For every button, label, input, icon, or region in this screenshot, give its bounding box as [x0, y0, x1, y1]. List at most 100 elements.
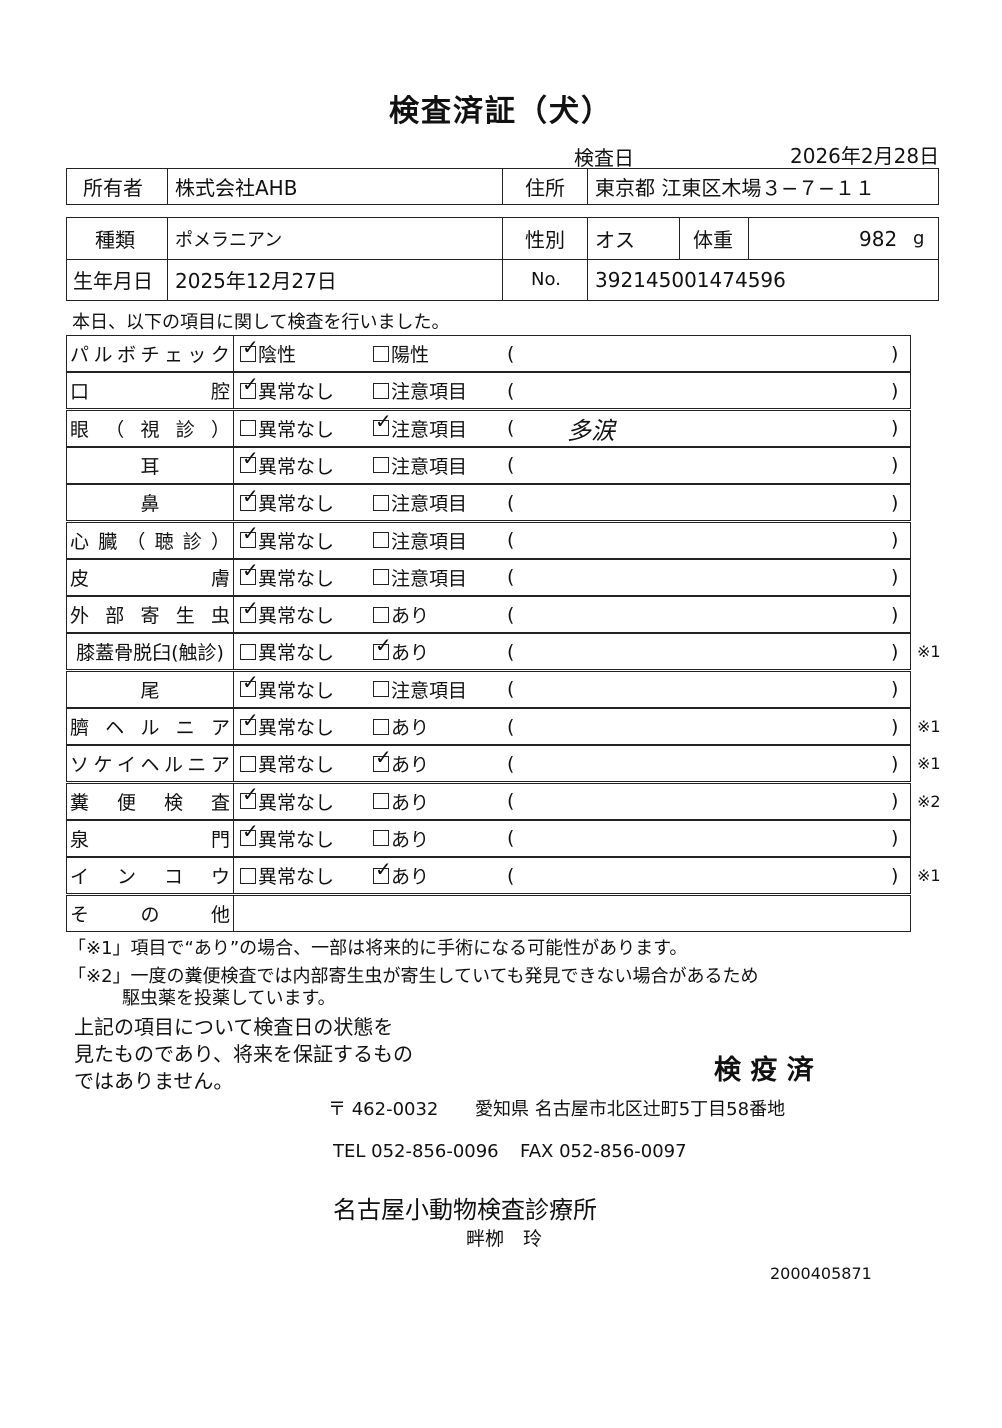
row-label: 臍ヘルニア — [70, 709, 230, 744]
disclaimer-line: ではありません。 — [74, 1069, 234, 1093]
checkbox[interactable] — [240, 867, 256, 884]
birth-value: 2025年12月27日 — [175, 269, 337, 293]
column-divider — [233, 634, 234, 670]
label-char: 腔 — [210, 381, 230, 404]
checkbox[interactable] — [373, 606, 389, 623]
checkbox[interactable] — [373, 793, 389, 810]
paren-open: ( — [507, 790, 515, 813]
option-2: あり — [373, 821, 429, 856]
disclaimer-line: 上記の項目について検査日の状態を — [74, 1015, 394, 1039]
option-2: 注意項目 — [373, 523, 467, 558]
checkbox[interactable] — [373, 345, 389, 362]
label-char: 外 — [70, 605, 90, 628]
paren-open: ( — [507, 640, 515, 663]
checkbox[interactable] — [373, 532, 389, 548]
pet-table: 種類 ポメラニアン 性別 オス 体重 982 g 生年月日 2025年12月27… — [66, 217, 939, 301]
checkbox[interactable] — [240, 819, 259, 847]
option-label: 注意項目 — [391, 493, 468, 516]
label-char: 臓 — [98, 530, 118, 553]
option-label: あり — [391, 605, 430, 628]
option-1: 異常なし — [240, 372, 335, 408]
clinic-address: 愛知県 名古屋市北区辻町5丁目58番地 — [475, 1099, 786, 1120]
checkbox[interactable] — [240, 558, 259, 586]
checkbox[interactable] — [240, 755, 256, 772]
checkbox[interactable] — [373, 681, 389, 698]
checkbox[interactable] — [240, 670, 259, 698]
checkbox[interactable] — [373, 718, 389, 735]
option-1: 異常なし — [240, 670, 334, 707]
checkbox[interactable] — [240, 596, 259, 623]
label-char: ボ — [116, 344, 136, 366]
paren-open: ( — [507, 752, 515, 775]
checkbox[interactable] — [373, 494, 389, 511]
checkbox[interactable] — [373, 633, 392, 660]
option-1: 異常なし — [240, 746, 334, 781]
checkbox[interactable] — [240, 708, 259, 735]
label-char: 査 — [210, 791, 230, 814]
label-char: ル — [93, 344, 113, 366]
option-label: あり — [391, 717, 430, 739]
clinic-fax: FAX 052-856-0097 — [520, 1141, 687, 1162]
handwritten-note: 多涙 — [567, 416, 615, 445]
no-label: No. — [531, 269, 561, 290]
footnote-1: 「※1」項目で“あり”の場合、一部は将来的に手術になる可能性があります。 — [68, 938, 688, 959]
checkbox[interactable] — [373, 857, 392, 884]
option-1: 異常なし — [240, 858, 334, 893]
label-char: ヘ — [140, 754, 160, 777]
option-2: 陽性 — [373, 336, 429, 371]
paren-open: ( — [507, 566, 515, 589]
column-divider — [233, 336, 234, 371]
checkbox[interactable] — [240, 643, 256, 660]
checkbox[interactable] — [240, 484, 259, 511]
label-char: 生 — [175, 605, 195, 628]
paren-open: ( — [507, 379, 515, 402]
footnote-mark: ※1 — [917, 717, 941, 736]
breed-value: ポメラニアン — [175, 229, 283, 251]
checkbox[interactable] — [240, 335, 259, 362]
checkbox[interactable] — [240, 782, 259, 810]
row-label: 外部寄生虫 — [70, 597, 230, 632]
checkbox[interactable] — [373, 409, 392, 437]
label-char: 糞 — [70, 791, 90, 814]
checkbox[interactable] — [240, 420, 256, 437]
label-char: チ — [140, 344, 160, 366]
option-label: 異常なし — [258, 381, 335, 404]
column-divider — [233, 597, 234, 633]
checkbox[interactable] — [373, 830, 389, 847]
label-char: コ — [163, 866, 183, 889]
option-label: 陰性 — [258, 344, 297, 366]
checklist-row: 皮膚異常なし注意項目() — [66, 558, 911, 596]
clinic-name: 名古屋小動物検査診療所 — [333, 1196, 597, 1224]
paren-close: ) — [891, 827, 899, 850]
option-label: あり — [391, 791, 430, 814]
checklist-row: 尾 異常なし 注意項目 () — [66, 670, 911, 708]
label-char: 眼 — [70, 418, 90, 441]
option-1: 異常なし — [240, 411, 334, 446]
option-1: 異常なし — [240, 446, 334, 483]
checkbox[interactable] — [240, 521, 259, 548]
row-label: 尾 — [70, 672, 230, 707]
paren-close: ) — [891, 603, 899, 626]
postal-code: 〒 462-0032 — [328, 1099, 439, 1120]
checkbox[interactable] — [373, 457, 389, 474]
paren-close: ) — [891, 678, 899, 701]
option-2: あり — [373, 597, 429, 632]
paren-close: ) — [891, 640, 899, 663]
column-divider — [233, 373, 234, 409]
option-label: 異常なし — [258, 791, 335, 814]
clinic-tel: TEL 052-856-0096 — [333, 1141, 499, 1162]
column-divider — [233, 485, 234, 521]
no-value: 392145001474596 — [595, 267, 786, 292]
checkbox[interactable] — [373, 745, 392, 772]
checkbox[interactable] — [373, 382, 389, 399]
option-1: 異常なし — [240, 558, 334, 595]
checkbox[interactable] — [240, 372, 259, 399]
checkbox[interactable] — [373, 569, 389, 586]
checkbox[interactable] — [240, 446, 259, 474]
option-2: 注意項目 — [373, 485, 467, 520]
option-2: 注意項目 — [373, 409, 467, 446]
row-label: 心臓 （ 聴診 ） — [70, 523, 230, 558]
option-2: あり — [373, 745, 429, 781]
